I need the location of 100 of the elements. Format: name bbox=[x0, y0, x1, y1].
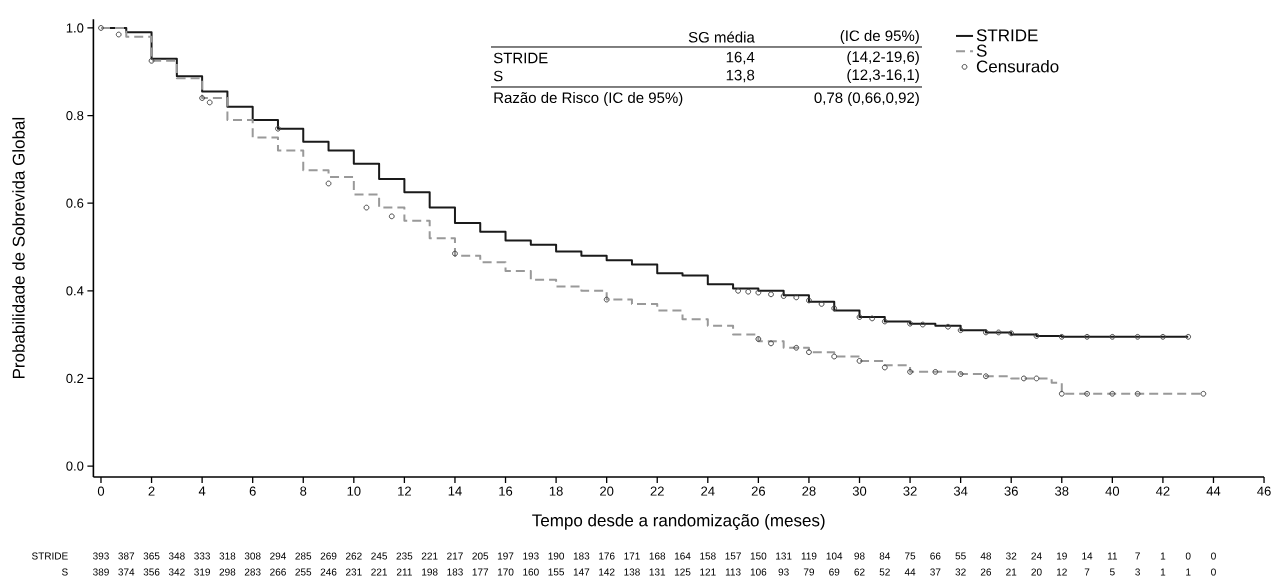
x-tick-label: 16 bbox=[499, 486, 513, 496]
text: 221 bbox=[421, 552, 438, 560]
point bbox=[755, 289, 762, 296]
annotation: STRIDE bbox=[493, 52, 548, 64]
annotation: Razão de Risco (IC de 95%) bbox=[494, 92, 683, 106]
x-tick-label: 10 bbox=[347, 486, 361, 496]
point bbox=[995, 329, 1002, 336]
text: 24 bbox=[1031, 552, 1042, 560]
text: 262 bbox=[345, 552, 362, 560]
point bbox=[325, 180, 332, 187]
x-tick-label: 8 bbox=[300, 486, 307, 496]
text: 176 bbox=[599, 552, 615, 560]
text: 235 bbox=[396, 552, 413, 560]
point bbox=[1109, 390, 1116, 397]
text: 308 bbox=[244, 552, 261, 560]
y-tick-label: 0.8 bbox=[66, 110, 84, 121]
x-tick-label: 18 bbox=[549, 486, 563, 496]
point bbox=[831, 353, 838, 360]
text: 1 bbox=[1160, 568, 1166, 576]
text: 221 bbox=[371, 568, 387, 576]
x-tick-label: 14 bbox=[448, 486, 462, 496]
text: 197 bbox=[497, 552, 514, 560]
x-tick-label: 22 bbox=[650, 486, 664, 496]
text: 125 bbox=[674, 568, 691, 576]
y-axis-title: Probabilidade de Sobrevida Global bbox=[12, 117, 25, 379]
text: 113 bbox=[725, 568, 741, 576]
text: 171 bbox=[624, 552, 640, 560]
text: 158 bbox=[700, 552, 716, 560]
text: 62 bbox=[854, 568, 865, 576]
x-tick-label: 46 bbox=[1257, 486, 1271, 496]
point bbox=[1058, 333, 1065, 340]
x-tick-label: 24 bbox=[701, 486, 715, 496]
x-axis-title: Tempo desde a randomização (meses) bbox=[532, 513, 825, 530]
annotation: 16,4 bbox=[726, 51, 755, 65]
y-tick-label: 1.0 bbox=[66, 23, 84, 33]
point bbox=[206, 99, 213, 106]
y-tick-label: 0.2 bbox=[66, 373, 84, 384]
text: 393 bbox=[93, 552, 109, 560]
text: 356 bbox=[143, 568, 160, 576]
text: 26 bbox=[980, 568, 992, 576]
text: 142 bbox=[599, 568, 615, 576]
text: 266 bbox=[270, 568, 286, 576]
text: 231 bbox=[345, 568, 362, 576]
annotation: 0,78 (0,66,0,92) bbox=[814, 92, 919, 106]
text: 98 bbox=[854, 552, 865, 560]
y-tick-label: 0.6 bbox=[66, 198, 84, 208]
text: 104 bbox=[826, 552, 843, 560]
text: 21 bbox=[1006, 568, 1017, 576]
text: 79 bbox=[803, 568, 815, 576]
text: 11 bbox=[1107, 552, 1118, 560]
point bbox=[1084, 390, 1090, 397]
text: 55 bbox=[955, 552, 966, 560]
point bbox=[115, 31, 122, 38]
text: 19 bbox=[1056, 552, 1067, 560]
text: 7 bbox=[1135, 552, 1140, 560]
x-tick-label: 28 bbox=[802, 486, 816, 496]
text: 66 bbox=[930, 552, 941, 560]
point bbox=[1134, 390, 1141, 397]
point bbox=[881, 318, 888, 325]
x-tick-label: 32 bbox=[903, 486, 917, 496]
annotation: S bbox=[493, 70, 503, 82]
point bbox=[856, 358, 863, 364]
text: 14 bbox=[1082, 552, 1093, 560]
point bbox=[768, 291, 774, 298]
text: 365 bbox=[143, 552, 160, 560]
point bbox=[1033, 375, 1040, 382]
point bbox=[1200, 390, 1207, 397]
text: 285 bbox=[295, 552, 312, 560]
text: 342 bbox=[168, 568, 185, 576]
text: 75 bbox=[905, 552, 916, 560]
point bbox=[806, 297, 812, 304]
x-tick-label: 30 bbox=[852, 486, 867, 496]
point bbox=[793, 294, 800, 301]
point bbox=[755, 336, 762, 342]
text: 294 bbox=[270, 552, 287, 560]
x-tick-label: 36 bbox=[1004, 486, 1018, 496]
annotation: (IC de 95%) bbox=[840, 30, 919, 44]
point bbox=[603, 296, 610, 303]
point bbox=[1058, 390, 1065, 397]
point bbox=[1109, 333, 1116, 340]
text: 3 bbox=[1135, 568, 1140, 576]
x-tick-label: 6 bbox=[249, 486, 256, 496]
text: 69 bbox=[829, 568, 840, 576]
text: 121 bbox=[700, 568, 716, 576]
text: 131 bbox=[776, 552, 792, 560]
text: 245 bbox=[371, 552, 388, 560]
text: 183 bbox=[573, 552, 590, 560]
point bbox=[275, 125, 281, 132]
point bbox=[363, 204, 370, 211]
annotation: (12,3-16,1) bbox=[847, 69, 919, 83]
text: 12 bbox=[1056, 568, 1067, 576]
text: 155 bbox=[548, 568, 565, 576]
text: 48 bbox=[980, 552, 992, 560]
point bbox=[957, 327, 964, 334]
text: 374 bbox=[118, 568, 135, 576]
point bbox=[869, 315, 876, 322]
x-tick-label: 40 bbox=[1105, 486, 1120, 496]
legend-label: Censurado bbox=[976, 59, 1059, 73]
text: 1 bbox=[1186, 568, 1191, 576]
point bbox=[957, 371, 964, 377]
